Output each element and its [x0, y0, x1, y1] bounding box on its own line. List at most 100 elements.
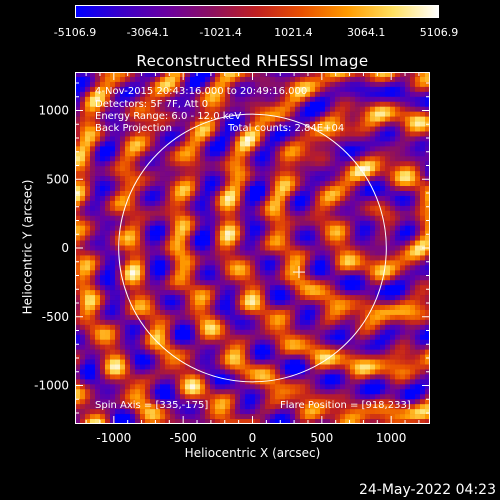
heatmap-cell — [220, 151, 226, 157]
heatmap-cell — [135, 171, 141, 177]
heatmap-cell — [290, 374, 296, 380]
heatmap-cell — [130, 176, 136, 182]
heatmap-cell — [360, 374, 366, 380]
heatmap-cell — [200, 245, 206, 251]
heatmap-cell — [255, 409, 261, 415]
heatmap-cell — [220, 106, 226, 112]
heatmap-cell — [100, 339, 106, 345]
heatmap-cell — [355, 300, 361, 306]
heatmap-cell — [95, 419, 101, 425]
heatmap-cell — [290, 121, 296, 127]
heatmap-cell — [115, 339, 121, 345]
heatmap-cell — [225, 260, 231, 266]
heatmap-cell — [220, 225, 226, 231]
heatmap-cell — [420, 121, 426, 127]
heatmap-cell — [145, 81, 151, 88]
heatmap-cell — [235, 260, 241, 266]
heatmap-cell — [405, 389, 411, 395]
heatmap-cell — [115, 176, 121, 182]
heatmap-cell — [175, 334, 181, 341]
heatmap-cell — [255, 171, 261, 177]
heatmap-cell — [350, 146, 356, 152]
heatmap-cell — [75, 285, 81, 291]
heatmap-cell — [410, 265, 416, 271]
heatmap-cell — [375, 166, 381, 172]
heatmap-cell — [160, 210, 166, 217]
heatmap-cell — [350, 399, 356, 405]
heatmap-cell — [370, 171, 376, 177]
heatmap-cell — [360, 81, 366, 88]
heatmap-cell — [75, 190, 81, 197]
heatmap-cell — [305, 255, 311, 261]
heatmap-cell — [330, 369, 336, 375]
heatmap-cell — [400, 369, 406, 375]
heatmap-cell — [90, 354, 96, 360]
heatmap-cell — [150, 290, 156, 296]
heatmap-cell — [90, 81, 96, 88]
heatmap-cell — [100, 230, 106, 236]
heatmap-cell — [205, 404, 211, 410]
colorbar-tick-label: -5106.9 — [53, 26, 97, 39]
heatmap-cell — [120, 136, 126, 142]
heatmap-cell — [105, 275, 111, 281]
heatmap-cell — [415, 324, 421, 331]
heatmap-cell — [150, 141, 156, 147]
heatmap-cell — [170, 399, 176, 405]
heatmap-cell — [85, 414, 91, 420]
heatmap-cell — [220, 156, 226, 162]
heatmap-cell — [110, 419, 116, 425]
heatmap-cell — [185, 305, 191, 311]
heatmap-cell — [325, 181, 331, 187]
heatmap-cell — [95, 195, 101, 202]
heatmap-cell — [265, 91, 271, 98]
heatmap-cell — [370, 300, 376, 306]
heatmap-cell — [320, 156, 326, 162]
heatmap-cell — [325, 220, 331, 226]
heatmap-cell — [325, 399, 331, 405]
heatmap-cell — [215, 364, 221, 370]
heatmap-cell — [190, 131, 196, 137]
heatmap-cell — [140, 314, 146, 321]
heatmap-cell — [380, 285, 386, 291]
heatmap-cell — [240, 161, 246, 167]
heatmap-cell — [410, 116, 416, 122]
heatmap-cell — [250, 305, 256, 311]
heatmap-cell — [375, 225, 381, 231]
heatmap-cell — [140, 101, 146, 108]
heatmap-cell — [200, 131, 206, 137]
heatmap-cell — [365, 136, 371, 142]
heatmap-cell — [215, 176, 221, 182]
heatmap-cell — [105, 166, 111, 172]
heatmap-cell — [300, 76, 306, 83]
heatmap-cell — [90, 389, 96, 395]
heatmap-cell — [195, 379, 201, 385]
heatmap-cell — [80, 230, 86, 236]
heatmap-cell — [110, 349, 116, 355]
heatmap-cell — [195, 215, 201, 222]
heatmap-cell — [230, 210, 236, 217]
heatmap-cell — [360, 334, 366, 341]
heatmap-cell — [140, 91, 146, 98]
heatmap-cell — [400, 280, 406, 286]
heatmap-cell — [155, 250, 161, 256]
heatmap-cell — [100, 305, 106, 311]
heatmap-cell — [300, 171, 306, 177]
heatmap-cell — [150, 419, 156, 425]
heatmap-cell — [75, 319, 81, 326]
heatmap-cell — [420, 161, 426, 167]
heatmap-cell — [255, 81, 261, 88]
heatmap-cell — [380, 235, 386, 241]
heatmap-cell — [210, 369, 216, 375]
heatmap-cell — [335, 101, 341, 108]
heatmap-cell — [195, 240, 201, 246]
heatmap-cell — [330, 141, 336, 147]
heatmap-cell — [95, 324, 101, 331]
heatmap-cell — [340, 200, 346, 207]
heatmap-cell — [405, 359, 411, 365]
heatmap-cell — [190, 205, 196, 212]
heatmap-cell — [180, 265, 186, 271]
heatmap-cell — [125, 250, 131, 256]
heatmap-cell — [360, 329, 366, 336]
heatmap-cell — [100, 369, 106, 375]
heatmap-cell — [365, 230, 371, 236]
